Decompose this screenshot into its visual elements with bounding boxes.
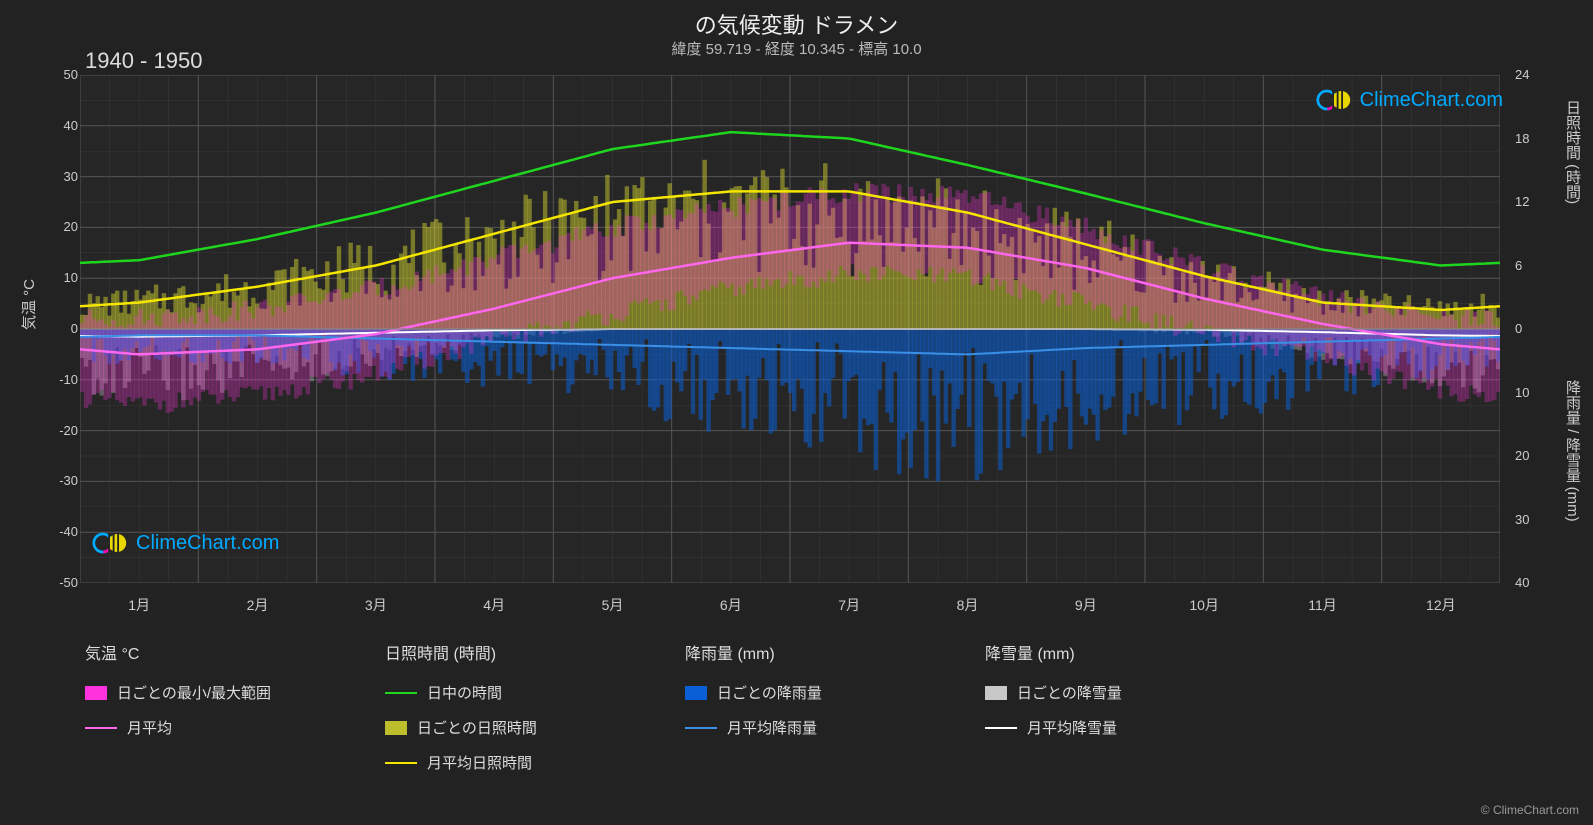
legend-column: 日照時間 (時間) 日中の時間日ごとの日照時間月平均日照時間 [385,640,645,773]
chart-subtitle: 緯度 59.719 - 経度 10.345 - 標高 10.0 [0,38,1593,59]
y-axis-left-label: 気温 °C [18,279,39,330]
brand-logo-top: ClimeChart.com [1316,85,1503,115]
legend-swatch [685,686,707,700]
legend-label: 日ごとの日照時間 [417,717,537,738]
y-right-bot-tick: 30 [1515,512,1543,527]
legend-label: 月平均日照時間 [427,752,532,773]
x-tick-month: 4月 [464,595,524,615]
y-left-tick: 0 [50,321,78,336]
y-left-tick: 30 [50,169,78,184]
legend-item: 月平均降雨量 [685,717,945,738]
legend-label: 日中の時間 [427,682,502,703]
y-axis-right-top-label: 日照時間 (時間) [1562,100,1583,204]
x-tick-month: 7月 [819,595,879,615]
legend-swatch [85,686,107,700]
y-right-top-tick: 18 [1515,131,1543,146]
legend-label: 日ごとの降雨量 [717,682,822,703]
x-tick-month: 12月 [1411,595,1471,615]
y-right-bot-tick: 10 [1515,385,1543,400]
legend-item: 日中の時間 [385,682,645,703]
legend-column: 降雪量 (mm) 日ごとの降雪量月平均降雪量 [985,640,1245,773]
x-tick-month: 8月 [938,595,998,615]
x-tick-month: 10月 [1174,595,1234,615]
legend: 気温 °C 日ごとの最小/最大範囲月平均 日照時間 (時間) 日中の時間日ごとの日照時… [85,640,1553,773]
y-right-top-tick: 24 [1515,67,1543,82]
y-left-tick: -20 [50,423,78,438]
y-left-tick: 20 [50,219,78,234]
brand-text: ClimeChart.com [136,532,279,555]
y-left-tick: -10 [50,372,78,387]
legend-column: 降雨量 (mm) 日ごとの降雨量月平均降雨量 [685,640,945,773]
y-axis-right-bot-label: 降雨量 / 降雪量 (mm) [1562,380,1583,522]
legend-swatch [85,727,117,729]
legend-swatch [385,762,417,764]
x-tick-month: 5月 [583,595,643,615]
legend-label: 月平均降雨量 [727,717,817,738]
legend-item: 日ごとの最小/最大範囲 [85,682,345,703]
legend-header: 日照時間 (時間) [385,640,645,664]
legend-item: 日ごとの降雪量 [985,682,1245,703]
period-label: 1940 - 1950 [85,48,202,74]
legend-item: 月平均日照時間 [385,752,645,773]
chart-title: の気候変動 ドラメン [0,8,1593,40]
legend-label: 日ごとの最小/最大範囲 [117,682,271,703]
y-left-tick: -40 [50,524,78,539]
legend-swatch [385,721,407,735]
legend-swatch [985,727,1017,729]
x-tick-month: 9月 [1056,595,1116,615]
legend-swatch [685,727,717,729]
legend-item: 日ごとの日照時間 [385,717,645,738]
x-tick-month: 2月 [228,595,288,615]
climate-chart [80,75,1500,583]
x-tick-month: 6月 [701,595,761,615]
y-left-tick: 40 [50,118,78,133]
legend-label: 日ごとの降雪量 [1017,682,1122,703]
brand-logo-bottom: ClimeChart.com [92,528,279,558]
legend-header: 降雪量 (mm) [985,640,1245,664]
y-left-tick: 50 [50,67,78,82]
y-right-top-tick: 6 [1515,258,1543,273]
y-right-bot-tick: 40 [1515,575,1543,590]
legend-label: 月平均降雪量 [1027,717,1117,738]
legend-item: 月平均 [85,717,345,738]
legend-item: 月平均降雪量 [985,717,1245,738]
legend-swatch [385,692,417,694]
brand-text: ClimeChart.com [1360,89,1503,112]
legend-item: 日ごとの降雨量 [685,682,945,703]
legend-header: 降雨量 (mm) [685,640,945,664]
y-right-bot-tick: 20 [1515,448,1543,463]
legend-label: 月平均 [127,717,172,738]
y-left-tick: 10 [50,270,78,285]
y-left-tick: -50 [50,575,78,590]
legend-column: 気温 °C 日ごとの最小/最大範囲月平均 [85,640,345,773]
legend-swatch [985,686,1007,700]
y-right-top-tick: 0 [1515,321,1543,336]
copyright: © ClimeChart.com [1481,803,1579,817]
x-tick-month: 3月 [346,595,406,615]
legend-header: 気温 °C [85,640,345,664]
y-right-top-tick: 12 [1515,194,1543,209]
y-left-tick: -30 [50,473,78,488]
x-tick-month: 11月 [1293,595,1353,615]
x-tick-month: 1月 [109,595,169,615]
